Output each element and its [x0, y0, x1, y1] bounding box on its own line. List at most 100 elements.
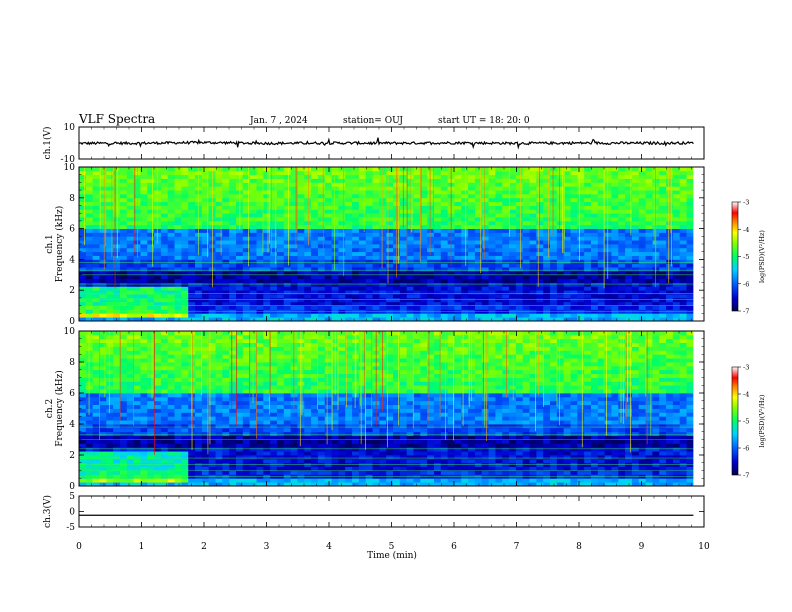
spectrogram-cell: [167, 236, 175, 241]
spectrogram-cell: [236, 431, 244, 437]
spectrogram-cell: [126, 190, 135, 195]
spectrogram-cell: [317, 167, 326, 172]
spectrogram-cell: [160, 232, 169, 237]
spectrogram-cell: [556, 186, 565, 191]
spectrogram-cell: [106, 358, 114, 363]
spectrogram-cell: [195, 317, 203, 322]
spectrogram-cell: [352, 170, 360, 176]
spectrogram-cell: [365, 313, 373, 318]
spectrogram-cell: [92, 186, 100, 191]
spectrogram-cell: [133, 455, 141, 460]
spectrogram-cell: [215, 478, 223, 483]
spectrogram-cell: [556, 247, 565, 253]
spectrogram-cell: [358, 301, 367, 306]
spectrogram-cell: [365, 240, 373, 245]
spectrogram-cell: [167, 470, 175, 475]
spectrogram-cell: [167, 263, 175, 268]
spectrogram-cell: [154, 205, 162, 210]
spectrogram-cell: [181, 462, 189, 468]
spectrogram-cell: [147, 228, 155, 233]
spectrogram-cell: [468, 186, 476, 191]
spectrogram-cell: [174, 412, 182, 417]
spectrogram-cell: [338, 247, 346, 253]
spectrogram-cell: [522, 274, 530, 280]
spectrogram-cell: [99, 470, 107, 475]
spectrogram-cell: [611, 290, 619, 295]
spectrogram-cell: [256, 305, 264, 310]
spectrogram-cell: [188, 251, 196, 256]
spectrogram-cell: [550, 301, 558, 306]
spectrogram-cell: [215, 259, 223, 264]
spectrogram-cell: [270, 209, 278, 214]
spectrogram-cell: [317, 263, 326, 268]
spectrogram-cell: [454, 220, 462, 226]
spectrogram-cell: [160, 462, 169, 468]
spectrogram-cell: [304, 301, 312, 306]
spectrogram-cell: [236, 373, 244, 378]
spectrogram-cell: [522, 251, 530, 256]
spectrogram-cell: [242, 228, 251, 233]
spectrogram-cell: [481, 294, 489, 299]
spectrogram-cell: [645, 274, 653, 280]
spectrogram-cell: [625, 174, 633, 179]
spectrogram-cell: [563, 263, 571, 268]
spectrogram-cell: [113, 259, 121, 264]
spectrogram-cell: [365, 294, 373, 299]
spectrogram-cell: [645, 178, 653, 183]
spectrogram-cell: [79, 381, 87, 386]
spectrogram-cell: [509, 236, 517, 241]
spectrogram-cell: [584, 182, 592, 187]
spectrogram-cell: [256, 178, 264, 183]
spectrogram-cell: [222, 282, 230, 287]
spectrogram-cell: [276, 209, 285, 214]
spectrogram-cell: [208, 365, 216, 371]
spectrogram-cell: [529, 317, 537, 322]
spectrogram-cell: [488, 251, 496, 256]
spectrogram-cell: [229, 270, 237, 276]
spectrogram-cell: [454, 255, 462, 260]
spectrogram-cell: [529, 228, 537, 233]
spectrogram-cell: [433, 178, 442, 183]
spectrogram-cell: [195, 447, 203, 452]
spectrogram-cell: [666, 305, 674, 310]
spectrogram-cell: [543, 282, 551, 287]
spectrogram-cell: [406, 209, 414, 214]
spectrogram-cell: [570, 240, 578, 245]
spectrogram-cell: [679, 220, 687, 226]
spectrogram-cell: [147, 224, 155, 229]
spectrogram-cell: [270, 278, 278, 283]
spectrogram-cell: [92, 331, 100, 336]
spectrogram-cell: [679, 232, 687, 237]
spectrogram-cell: [454, 244, 462, 249]
spectrogram-cell: [222, 478, 230, 483]
spectrogram-cell: [420, 209, 428, 214]
spectrogram-cell: [106, 294, 114, 299]
spectrogram-cell: [195, 420, 203, 425]
spectrogram-cell: [167, 294, 175, 299]
spectrogram-cell: [550, 193, 558, 199]
spectrogram-cell: [201, 174, 210, 179]
spectrogram-cell: [509, 270, 517, 276]
spectrogram-cell: [249, 294, 257, 299]
spectrogram-cell: [92, 443, 100, 448]
spectrogram-cell: [488, 232, 496, 237]
spectrogram-cell: [297, 297, 305, 303]
spectrogram-cell: [399, 259, 408, 264]
spectrogram-cell: [372, 263, 380, 268]
spectrogram-cell: [304, 286, 312, 291]
spectrogram-cell: [427, 232, 435, 237]
spectrogram-cell: [181, 396, 189, 402]
spectrogram-cell: [99, 451, 107, 456]
spectrogram-cell: [140, 431, 148, 437]
spectrogram-cell: [236, 317, 244, 322]
spectrogram-cell: [577, 201, 585, 206]
spectrogram-cell: [563, 278, 571, 283]
spectrogram-cell: [529, 201, 537, 206]
spectrogram-cell: [502, 197, 510, 203]
spectrogram-cell: [304, 193, 312, 199]
spectrogram-cell: [290, 224, 298, 229]
spectrogram-cell: [631, 186, 640, 191]
spectrogram-cell: [331, 244, 339, 249]
spectrogram-cell: [201, 263, 210, 268]
spectrogram-cell: [372, 174, 380, 179]
